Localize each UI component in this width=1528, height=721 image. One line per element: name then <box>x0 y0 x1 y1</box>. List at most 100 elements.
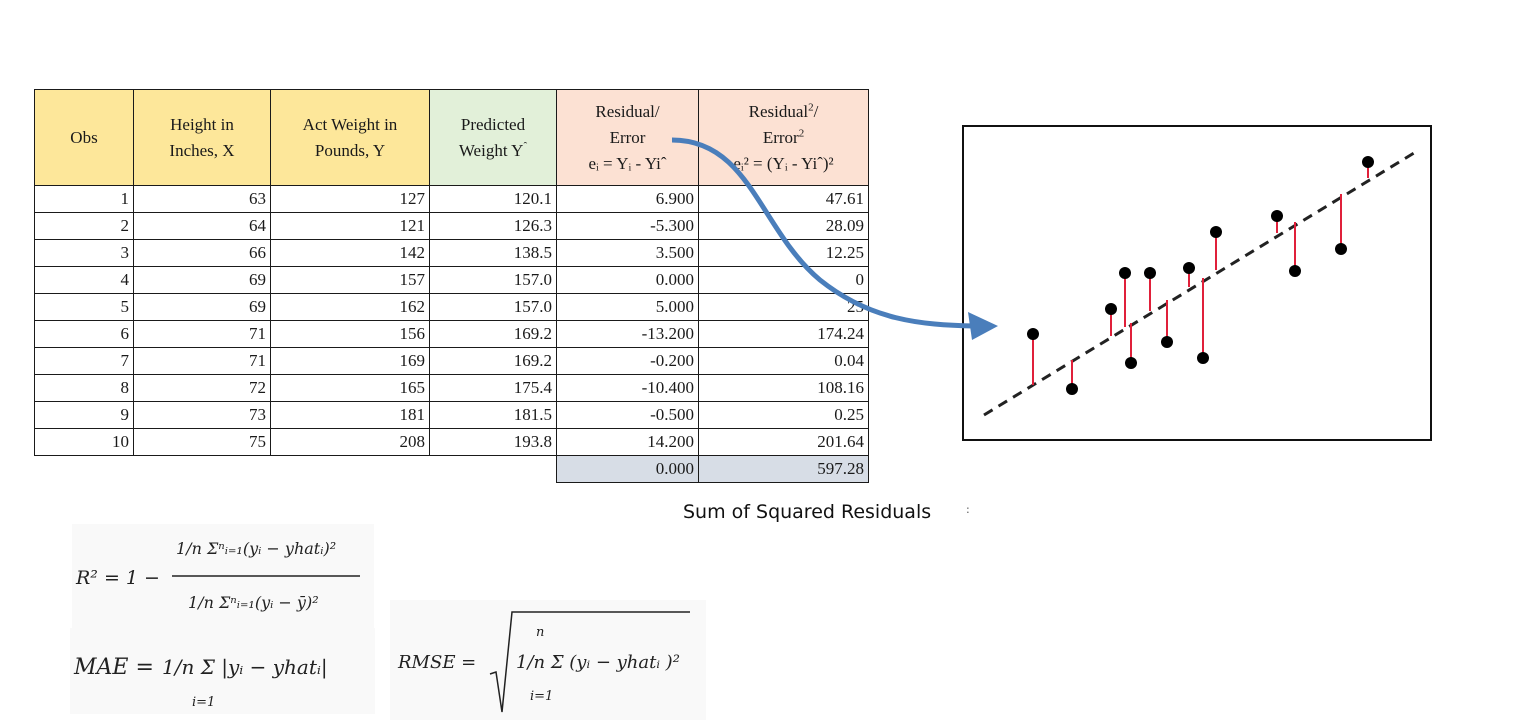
r2-denominator: 1/n Σⁿᵢ₌₁(yᵢ − ȳ)² <box>188 593 319 612</box>
residual-plot-svg <box>983 151 1415 417</box>
header-height: Height in Inches, X <box>133 89 271 186</box>
data-point <box>1183 262 1195 274</box>
r2-lhs: R² = 1 − <box>75 567 160 589</box>
empty-cell <box>430 456 557 483</box>
header-sq-line1: Residual <box>748 101 809 121</box>
cell-predicted: 120.1 <box>429 185 557 213</box>
rmse-lhs: RMSE = <box>397 652 476 673</box>
cell-squared-residual: 108.16 <box>698 374 869 402</box>
rmse-sum-lower: i=1 <box>530 689 553 704</box>
cell-obs: 5 <box>34 293 134 321</box>
header-resid-formula: eᵢ = Yᵢ - Yiˆ <box>588 153 667 173</box>
data-point <box>1161 336 1173 348</box>
cell-predicted: 175.4 <box>429 374 557 402</box>
sum-residual-cell: 0.000 <box>556 455 699 483</box>
data-point <box>1335 243 1347 255</box>
header-pred-line2: Weight Y <box>458 140 524 160</box>
header-resid-line1: Residual/ <box>595 101 660 121</box>
cell-obs: 1 <box>34 185 134 213</box>
table-row: 9 73 181 181.5 -0.500 0.25 <box>34 401 869 429</box>
data-point <box>1210 226 1222 238</box>
sum-squared-cell: 597.28 <box>698 455 869 483</box>
cell-squared-residual: 201.64 <box>698 428 869 456</box>
data-point <box>1289 265 1301 277</box>
table-row: 4 69 157 157.0 0.000 0 <box>34 266 869 294</box>
mae-rhs: 1/n Σ |yᵢ − yhatᵢ| <box>162 655 328 680</box>
residual-plot-box <box>962 125 1432 441</box>
header-sq-line1-sup: 2 <box>808 100 814 113</box>
cell-predicted: 138.5 <box>429 239 557 267</box>
table-header-row: Obs Height in Inches, X Act Weight in Po… <box>34 89 869 186</box>
mae-lhs: MAE = <box>73 655 154 680</box>
header-obs-label: Obs <box>70 127 98 147</box>
cell-height: 66 <box>133 239 271 267</box>
header-squared-residual: Residual2/ Error2 eᵢ² = (Yᵢ - Yiˆ)² <box>698 89 869 186</box>
cell-residual: 3.500 <box>556 239 699 267</box>
cell-predicted: 157.0 <box>429 293 557 321</box>
cell-predicted: 126.3 <box>429 212 557 240</box>
table-row: 7 71 169 169.2 -0.200 0.04 <box>34 347 869 375</box>
cell-residual: -0.500 <box>556 401 699 429</box>
cell-height: 71 <box>133 347 271 375</box>
cell-residual: -13.200 <box>556 320 699 348</box>
cell-obs: 10 <box>34 428 134 456</box>
header-predicted-weight: Predicted Weight Yˆ <box>429 89 557 186</box>
cell-actual-weight: 142 <box>270 239 430 267</box>
cell-residual: -5.300 <box>556 212 699 240</box>
cell-height: 64 <box>133 212 271 240</box>
hat-mark: ˆ <box>523 139 528 152</box>
header-height-line1: Height in <box>170 114 234 134</box>
cell-squared-residual: 174.24 <box>698 320 869 348</box>
cell-predicted: 157.0 <box>429 266 557 294</box>
cell-actual-weight: 157 <box>270 266 430 294</box>
table-row: 10 75 208 193.8 14.200 201.64 <box>34 428 869 456</box>
data-point <box>1066 383 1078 395</box>
cell-predicted: 169.2 <box>429 347 557 375</box>
cell-squared-residual: 0 <box>698 266 869 294</box>
residual-table: Obs Height in Inches, X Act Weight in Po… <box>34 89 869 483</box>
r-squared-formula-graphic: R² = 1 − 1/n Σⁿᵢ₌₁(yᵢ − yhatᵢ)² 1/n Σⁿᵢ₌… <box>75 539 360 612</box>
header-actw-line2: Pounds, Y <box>314 140 386 160</box>
regression-line <box>983 151 1415 417</box>
header-sq-formula: eᵢ² = (Yᵢ - Yiˆ)² <box>733 153 834 173</box>
cell-squared-residual: 12.25 <box>698 239 869 267</box>
data-point <box>1197 352 1209 364</box>
mae-formula-graphic: MAE = 1/n Σ |yᵢ − yhatᵢ| i=1 <box>73 655 328 710</box>
empty-cell <box>134 456 271 483</box>
cell-actual-weight: 127 <box>270 185 430 213</box>
r-squared-formula: R² = 1 − 1/n Σⁿᵢ₌₁(yᵢ − yhatᵢ)² 1/n Σⁿᵢ₌… <box>72 524 374 630</box>
header-pred-line1: Predicted <box>460 114 526 134</box>
sum-squared-residuals-caption: Sum of Squared Residuals <box>683 501 932 523</box>
cell-actual-weight: 208 <box>270 428 430 456</box>
rmse-radical <box>489 611 690 713</box>
cell-actual-weight: 181 <box>270 401 430 429</box>
header-sq-line2-sup: 2 <box>798 126 805 139</box>
table-row: 2 64 121 126.3 -5.300 28.09 <box>34 212 869 240</box>
cell-actual-weight: 165 <box>270 374 430 402</box>
data-point <box>1144 267 1156 279</box>
r2-numerator: 1/n Σⁿᵢ₌₁(yᵢ − yhatᵢ)² <box>176 539 336 558</box>
cell-obs: 2 <box>34 212 134 240</box>
cell-residual: 6.900 <box>556 185 699 213</box>
data-point <box>1105 303 1117 315</box>
header-obs: Obs <box>34 89 134 186</box>
data-point <box>1125 357 1137 369</box>
header-sq-line1-tail: / <box>813 101 819 121</box>
table-row: 3 66 142 138.5 3.500 12.25 <box>34 239 869 267</box>
cell-actual-weight: 156 <box>270 320 430 348</box>
header-actual-weight: Act Weight in Pounds, Y <box>270 89 430 186</box>
cell-predicted: 193.8 <box>429 428 557 456</box>
rmse-sum-upper: n <box>536 625 544 640</box>
cell-obs: 8 <box>34 374 134 402</box>
cell-obs: 4 <box>34 266 134 294</box>
cell-predicted: 169.2 <box>429 320 557 348</box>
cell-squared-residual: 28.09 <box>698 212 869 240</box>
rmse-formula: RMSE = n 1/n Σ (yᵢ − yhatᵢ )² i=1 <box>390 600 706 720</box>
data-point <box>1119 267 1131 279</box>
cell-height: 71 <box>133 320 271 348</box>
cell-residual: -10.400 <box>556 374 699 402</box>
header-height-line2: Inches, X <box>169 140 235 160</box>
table-row: 5 69 162 157.0 5.000 25 <box>34 293 869 321</box>
cell-squared-residual: 47.61 <box>698 185 869 213</box>
residual-table-container: Obs Height in Inches, X Act Weight in Po… <box>34 89 869 483</box>
